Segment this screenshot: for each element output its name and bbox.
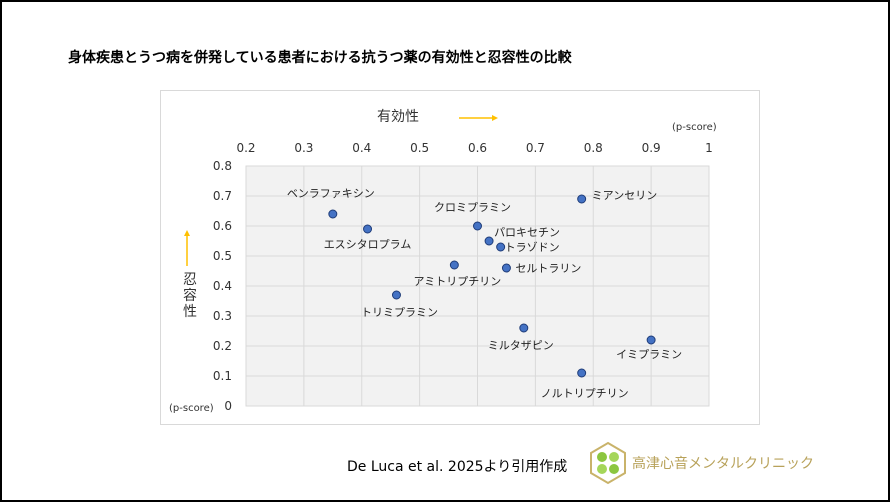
y-tick-label: 0.6 — [213, 219, 232, 233]
data-point — [519, 323, 529, 333]
data-point — [577, 194, 587, 204]
x-tick-label: 0.5 — [410, 141, 429, 155]
y-tick-label: 0.7 — [213, 189, 232, 203]
data-point-label: ベンラファキシン — [287, 187, 375, 200]
y-tick-label: 0.3 — [213, 309, 232, 323]
data-point-label: ミルタザピン — [488, 339, 554, 352]
data-point-label: エスシタロプラム — [324, 238, 412, 251]
y-tick-label: 0.2 — [213, 339, 232, 353]
x-tick-label: 0.2 — [236, 141, 255, 155]
data-point-label: クロミプラミン — [434, 201, 511, 214]
slide-title: 身体疾患とうつ病を併発している患者における抗うつ薬の有効性と忍容性の比較 — [68, 50, 572, 66]
x-tick-label: 0.4 — [352, 141, 371, 155]
citation: De Luca et al. 2025より引用作成 — [347, 459, 568, 475]
data-point — [391, 290, 401, 300]
x-unit-label: (p-score) — [672, 122, 717, 133]
y-arrowhead-icon — [184, 230, 190, 236]
data-point-label: トリミプラミン — [361, 306, 438, 319]
data-point-label: ノルトリプチリン — [541, 387, 629, 400]
x-tick-label: 1 — [705, 141, 713, 155]
data-point-label: ミアンセリン — [592, 189, 658, 202]
x-tick-label: 0.7 — [526, 141, 545, 155]
data-point — [577, 368, 587, 378]
x-tick-label: 0.9 — [642, 141, 661, 155]
y-axis-label: 忍容性 — [183, 272, 197, 320]
y-unit-label: (p-score) — [169, 403, 214, 414]
clinic-name: 高津心音メンタルクリニック — [632, 456, 814, 472]
y-tick-label: 0 — [224, 399, 232, 413]
data-point-label: アミトリプチリン — [413, 275, 501, 288]
data-point-label: イミプラミン — [616, 348, 682, 361]
y-tick-label: 0.1 — [213, 369, 232, 383]
data-point — [363, 224, 373, 234]
x-arrowhead-icon — [492, 115, 498, 121]
x-axis-label: 有効性 — [377, 109, 419, 125]
data-point — [646, 335, 656, 345]
y-tick-label: 0.8 — [213, 159, 232, 173]
data-point — [496, 242, 506, 252]
x-tick-label: 0.6 — [468, 141, 487, 155]
data-point — [449, 260, 459, 270]
data-point-label: トラゾドン — [505, 241, 560, 254]
y-tick-label: 0.5 — [213, 249, 232, 263]
y-tick-label: 0.4 — [213, 279, 232, 293]
data-point — [484, 236, 494, 246]
x-tick-label: 0.8 — [584, 141, 603, 155]
clinic-logo — [590, 441, 626, 485]
data-point — [473, 221, 482, 231]
data-point-label: パロキセチン — [494, 226, 560, 239]
data-point — [328, 209, 338, 219]
data-point — [501, 263, 511, 273]
x-tick-label: 0.3 — [294, 141, 313, 155]
data-point-label: セルトラリン — [515, 262, 581, 275]
